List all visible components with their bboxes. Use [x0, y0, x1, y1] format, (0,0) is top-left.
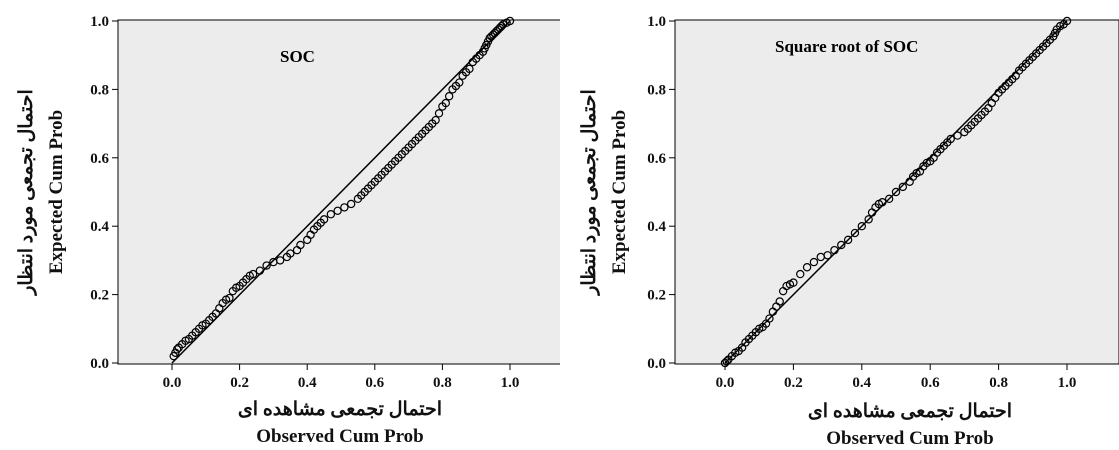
reference-line	[171, 20, 511, 364]
data-point	[898, 182, 908, 192]
plot-area	[117, 19, 560, 365]
x-tick-label: 0.2	[230, 375, 249, 391]
data-point	[843, 235, 853, 245]
data-point	[864, 215, 873, 224]
y-tick-label: 0.4	[647, 219, 666, 235]
pp-plot-soc: 0.0 0.2 0.4 0.6 0.8 1.0 0.0 0.2 0.4 0.6 0.8 1.0 SO…	[16, 14, 560, 447]
data-point	[444, 92, 454, 101]
x-tick-label: 1.0	[1058, 375, 1077, 391]
data-point	[809, 257, 819, 267]
data-point	[953, 131, 962, 140]
data-point	[823, 251, 832, 260]
data-point	[884, 194, 894, 204]
reference-line	[724, 20, 1068, 364]
x-tick-label: 0.2	[784, 375, 803, 391]
x-tick-label: 0.4	[298, 375, 317, 391]
y-tick-label: 0.6	[90, 151, 109, 167]
data-point	[333, 206, 342, 216]
data-points	[720, 16, 1072, 368]
data-point	[225, 293, 234, 303]
y-axis-title-en: Expected Cum Prob	[46, 110, 67, 274]
x-axis-title-en: Observed Cum Prob	[256, 426, 423, 447]
y-tick-label: 0.4	[90, 219, 109, 235]
data-point	[255, 266, 265, 275]
x-tick-label: 0.0	[163, 375, 182, 391]
data-point	[465, 64, 474, 74]
x-axis-title-en: Observed Cum Prob	[826, 428, 993, 449]
data-point	[765, 314, 774, 323]
data-point	[346, 199, 356, 209]
data-point	[1062, 16, 1072, 26]
y-axis-ticks: 0.0 0.2 0.4 0.6 0.8 1.0	[647, 14, 675, 372]
pp-plot-sqrt-soc-svg: 0.0 0.2 0.4 0.6 0.8 1.0 0.0 0.2 0.4 0.6 0.8 1.0 Sq…	[579, 14, 1119, 449]
y-tick-label: 0.2	[90, 288, 109, 304]
y-tick-label: 1.0	[647, 14, 666, 30]
data-point	[789, 278, 798, 287]
data-point	[878, 198, 887, 207]
data-point	[326, 210, 336, 219]
y-axis-title-fa: احتمال تجمعی مورد انتظار	[16, 89, 37, 297]
data-point	[891, 187, 901, 197]
x-tick-label: 0.0	[716, 375, 735, 391]
x-tick-label: 0.6	[921, 375, 940, 391]
y-tick-label: 0.2	[647, 288, 666, 304]
data-points	[169, 16, 515, 361]
data-point	[275, 256, 285, 265]
y-axis-title-fa: احتمال تجمعی مورد انتظار	[579, 89, 600, 297]
y-tick-label: 0.0	[647, 356, 666, 372]
data-point	[172, 345, 182, 354]
data-point	[775, 297, 784, 306]
pp-plot-sqrt-soc: 0.0 0.2 0.4 0.6 0.8 1.0 0.0 0.2 0.4 0.6 0.8 1.0 Sq…	[565, 0, 1119, 450]
data-point	[319, 215, 329, 224]
data-point	[857, 221, 866, 231]
y-tick-label: 0.6	[647, 151, 666, 167]
data-point	[802, 263, 812, 272]
pp-plot-soc-svg: 0.0 0.2 0.4 0.6 0.8 1.0 0.0 0.2 0.4 0.6 0.8 1.0 SO…	[16, 14, 560, 447]
data-point	[431, 115, 440, 125]
data-point	[286, 249, 295, 258]
data-point	[248, 269, 258, 279]
x-axis-title-fa: احتمال تجمعی مشاهده ای	[808, 401, 1012, 422]
y-tick-label: 0.8	[90, 82, 109, 98]
data-point	[837, 240, 846, 250]
chart-title: Square root of SOC	[775, 37, 918, 56]
x-tick-label: 0.4	[852, 375, 871, 391]
data-point	[296, 240, 305, 250]
data-point	[796, 269, 805, 279]
x-tick-label: 0.6	[365, 375, 384, 391]
data-point	[850, 228, 860, 238]
x-tick-label: 0.8	[989, 375, 1008, 391]
y-axis-ticks: 0.0 0.2 0.4 0.6 0.8 1.0	[90, 14, 118, 372]
data-point	[722, 357, 731, 366]
x-axis-ticks: 0.0 0.2 0.4 0.6 0.8 1.0	[163, 364, 520, 391]
data-point	[830, 245, 839, 255]
y-axis-title-en: Expected Cum Prob	[609, 110, 630, 274]
x-tick-label: 0.8	[433, 375, 452, 391]
data-point	[946, 134, 955, 144]
y-tick-label: 0.0	[90, 356, 109, 372]
chart-title: SOC	[280, 47, 315, 66]
data-point	[340, 203, 349, 212]
x-axis-title-fa: احتمال تجمعی مشاهده ای	[238, 399, 442, 420]
data-point	[505, 16, 515, 26]
y-tick-label: 0.8	[647, 82, 666, 98]
x-axis-ticks: 0.0 0.2 0.4 0.6 0.8 1.0	[716, 364, 1077, 391]
y-tick-label: 1.0	[90, 14, 109, 30]
data-point	[455, 78, 464, 87]
data-point	[434, 109, 444, 118]
x-tick-label: 1.0	[501, 375, 520, 391]
data-point	[262, 261, 271, 270]
data-point	[441, 98, 450, 108]
